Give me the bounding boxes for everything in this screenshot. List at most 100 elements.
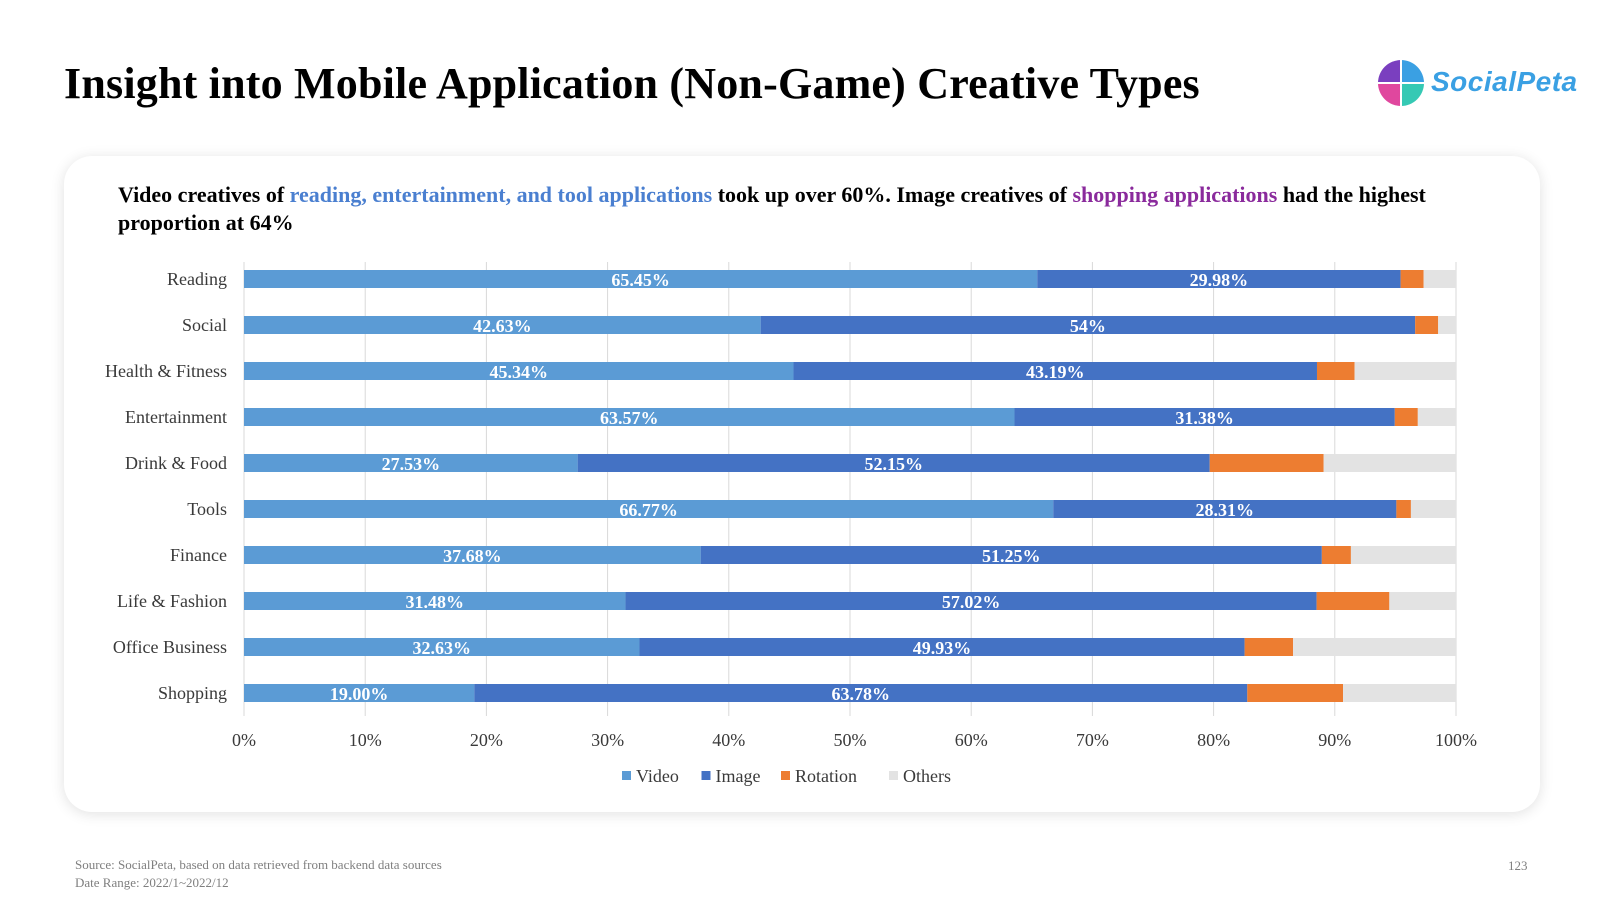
x-tick-label: 40% — [712, 730, 745, 750]
bar-segment-video — [244, 454, 578, 472]
category-label: Finance — [170, 545, 227, 565]
legend-label: Others — [903, 766, 951, 786]
data-label: 28.31% — [1196, 500, 1255, 520]
bar-segment-rotation — [1209, 454, 1324, 472]
bar-segment-rotation — [1396, 500, 1411, 518]
logo: SocialPeta — [1376, 58, 1586, 112]
category-label: Entertainment — [125, 407, 227, 427]
bar-segment-image — [625, 592, 1317, 610]
bar-segment-image — [760, 316, 1416, 334]
bar-segment-others — [1417, 408, 1456, 426]
legend-label: Rotation — [795, 766, 857, 786]
bar-segment-video — [244, 500, 1054, 518]
data-label: 27.53% — [382, 454, 441, 474]
page-number: 123 — [1508, 858, 1528, 873]
x-tick-label: 0% — [232, 730, 256, 750]
bar-segment-image — [793, 362, 1317, 380]
bar-segment-others — [1343, 684, 1456, 702]
socialpeta-logo-icon — [1378, 60, 1424, 106]
bar-segment-video — [244, 592, 626, 610]
data-label: 45.34% — [490, 362, 549, 382]
bar-segment-image — [474, 684, 1248, 702]
data-label: 63.57% — [600, 408, 659, 428]
data-label: 49.93% — [913, 638, 972, 658]
bar-segment-image — [700, 546, 1322, 564]
x-tick-label: 20% — [470, 730, 503, 750]
bar-segment-rotation — [1247, 684, 1344, 702]
bar-segment-image — [1014, 408, 1395, 426]
x-tick-label: 50% — [834, 730, 867, 750]
bar-segment-others — [1438, 316, 1456, 334]
data-label: 37.68% — [443, 546, 502, 566]
category-label: Tools — [187, 499, 227, 519]
category-label: Life & Fashion — [117, 591, 227, 611]
headline-highlight-2: shopping applications — [1072, 182, 1278, 207]
bar-segment-rotation — [1415, 316, 1439, 334]
category-label: Reading — [167, 269, 227, 289]
data-label: 19.00% — [330, 684, 389, 704]
data-label: 51.25% — [982, 546, 1041, 566]
bar-segment-others — [1350, 546, 1456, 564]
headline-text-1: Video creatives of — [118, 182, 290, 207]
data-label: 57.02% — [942, 592, 1001, 612]
bar-segment-rotation — [1316, 592, 1390, 610]
legend: Video Image Rotation Others — [622, 766, 951, 786]
x-tick-label: 30% — [591, 730, 624, 750]
x-tick-label: 70% — [1076, 730, 1109, 750]
bar-segment-video — [244, 408, 1015, 426]
legend-label: Image — [716, 766, 761, 786]
data-label: 29.98% — [1190, 270, 1249, 290]
bar-segment-rotation — [1244, 638, 1294, 656]
legend-swatch-rotation — [781, 771, 790, 780]
legend-swatch-image — [701, 771, 711, 780]
x-tick-label: 60% — [955, 730, 988, 750]
logo-text: SocialPeta — [1431, 66, 1578, 97]
bar-segment-image — [639, 638, 1245, 656]
legend-swatch-video — [622, 771, 631, 780]
data-label: 31.48% — [406, 592, 465, 612]
bar-segment-image — [1037, 270, 1401, 288]
bar-segment-video — [244, 362, 794, 380]
x-tick-label: 90% — [1318, 730, 1351, 750]
bar-segment-others — [1354, 362, 1456, 380]
category-label: Health & Fitness — [105, 361, 227, 381]
data-label: 66.77% — [619, 500, 678, 520]
chart-headline: Video creatives of reading, entertainmen… — [118, 181, 1518, 237]
bar-segment-video — [244, 638, 640, 656]
bar-segment-image — [577, 454, 1210, 472]
x-tick-label: 100% — [1435, 730, 1477, 750]
data-label: 32.63% — [412, 638, 471, 658]
data-label: 42.63% — [473, 316, 532, 336]
bar-segment-video — [244, 546, 701, 564]
category-label: Shopping — [158, 683, 227, 703]
data-label: 52.15% — [864, 454, 923, 474]
bar-segment-others — [1293, 638, 1456, 656]
bar-segment-others — [1410, 500, 1456, 518]
bar-segment-rotation — [1316, 362, 1355, 380]
data-label: 54% — [1070, 316, 1106, 336]
bar-segment-video — [244, 316, 761, 334]
legend-label: Video — [636, 766, 679, 786]
bar-segment-rotation — [1321, 546, 1351, 564]
date-range: Date Range: 2022/1~2022/12 — [75, 875, 229, 890]
legend-swatch-others — [889, 771, 898, 780]
data-label: 31.38% — [1175, 408, 1234, 428]
headline-highlight-1: reading, entertainment, and tool applica… — [289, 182, 713, 207]
footer: Source: SocialPeta, based on data retrie… — [75, 856, 442, 892]
headline-text-3: had the highest proportion at 64% — [118, 182, 1426, 235]
bar-segment-rotation — [1394, 408, 1418, 426]
page-title: Insight into Mobile Application (Non-Gam… — [64, 59, 1200, 108]
bar-segment-others — [1389, 592, 1456, 610]
bars — [244, 270, 1456, 702]
chart-card — [64, 156, 1540, 812]
category-label: Office Business — [113, 637, 227, 657]
bar-segment-video — [244, 270, 1038, 288]
bar-segment-rotation — [1400, 270, 1424, 288]
x-tick-label: 80% — [1197, 730, 1230, 750]
bar-segment-others — [1423, 270, 1456, 288]
data-label: 63.78% — [832, 684, 891, 704]
category-label: Drink & Food — [125, 453, 227, 473]
bar-segment-video — [244, 684, 475, 702]
bar-segment-image — [1053, 500, 1397, 518]
